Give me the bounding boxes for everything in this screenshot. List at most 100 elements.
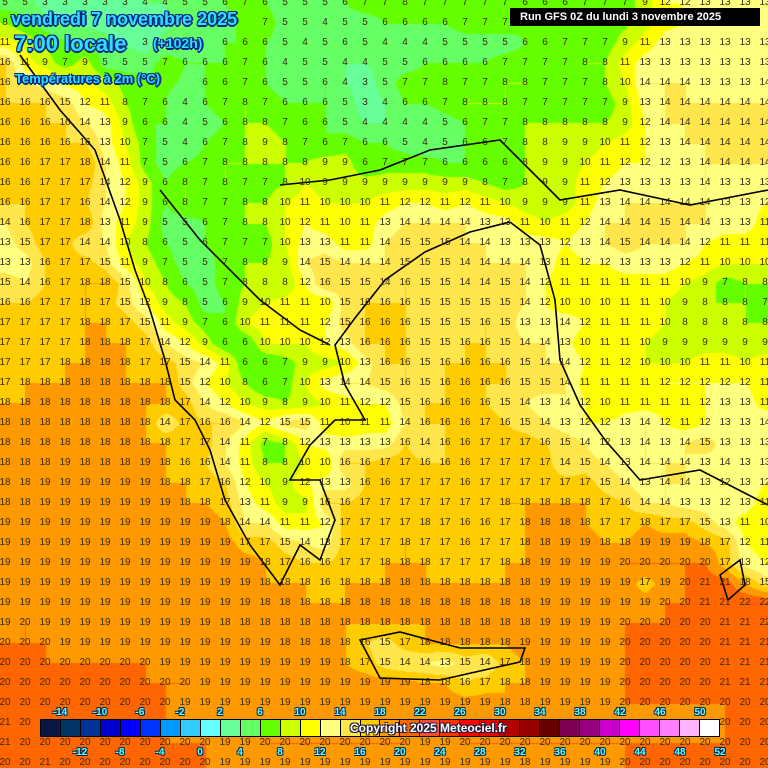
- grid-value: 20: [619, 657, 631, 668]
- grid-value: 12: [219, 397, 231, 408]
- grid-value: 14: [639, 497, 651, 508]
- grid-value: 8: [182, 297, 188, 308]
- grid-value: 17: [379, 517, 391, 528]
- grid-value: 18: [19, 477, 31, 488]
- grid-value: 9: [282, 257, 288, 268]
- legend-label-bottom: 44: [634, 747, 646, 758]
- grid-value: 11: [299, 517, 311, 528]
- grid-value: 11: [619, 397, 631, 408]
- grid-value: 6: [542, 0, 548, 8]
- grid-value: 18: [419, 557, 431, 568]
- marmara-coast: [519, 159, 768, 206]
- grid-value: 8: [262, 457, 268, 468]
- grid-value: 14: [79, 237, 91, 248]
- grid-value: 15: [759, 577, 768, 588]
- grid-value: 11: [599, 377, 611, 388]
- grid-value: 15: [319, 257, 331, 268]
- grid-value: 16: [459, 357, 471, 368]
- grid-value: 20: [179, 757, 191, 768]
- grid-value: 19: [199, 697, 211, 708]
- grid-value: 19: [159, 517, 171, 528]
- grid-value: 19: [679, 537, 691, 548]
- grid-value: 8: [482, 97, 488, 108]
- grid-value: 18: [439, 617, 451, 628]
- grid-value: 11: [299, 317, 311, 328]
- grid-value: 18: [519, 597, 531, 608]
- grid-value: 19: [199, 617, 211, 628]
- grid-value: 16: [479, 397, 491, 408]
- grid-value: 18: [519, 757, 531, 768]
- grid-value: 20: [339, 737, 351, 748]
- grid-value: 11: [619, 277, 631, 288]
- greece-coast: [194, 221, 511, 587]
- grid-value: 11: [479, 197, 491, 208]
- grid-value: 18: [139, 417, 151, 428]
- grid-value: 5: [202, 277, 208, 288]
- grid-value: 15: [419, 377, 431, 388]
- grid-value: 7: [562, 37, 568, 48]
- legend-swatch: [280, 720, 301, 736]
- grid-value: 19: [599, 617, 611, 628]
- grid-value: 6: [342, 37, 348, 48]
- grid-value: 8: [2, 17, 8, 28]
- grid-value: 5: [382, 57, 388, 68]
- grid-value: 18: [359, 617, 371, 628]
- grid-value: 15: [419, 237, 431, 248]
- grid-value: 12: [319, 317, 331, 328]
- grid-value: 14: [699, 177, 711, 188]
- grid-value: 18: [499, 677, 511, 688]
- grid-value: 12: [679, 257, 691, 268]
- grid-value: 19: [159, 657, 171, 668]
- grid-value: 13: [339, 477, 351, 488]
- grid-value: 13: [719, 397, 731, 408]
- grid-value: 8: [262, 157, 268, 168]
- grid-value: 19: [119, 537, 131, 548]
- grid-value: 20: [699, 617, 711, 628]
- grid-value: 7: [202, 177, 208, 188]
- grid-value: 10: [259, 477, 271, 488]
- grid-value: 14: [459, 277, 471, 288]
- grid-value: 18: [379, 597, 391, 608]
- grid-value: 19: [179, 697, 191, 708]
- grid-value: 14: [419, 657, 431, 668]
- grid-value: 19: [399, 757, 411, 768]
- grid-value: 7: [282, 357, 288, 368]
- grid-value: 19: [579, 577, 591, 588]
- grid-value: 9: [142, 197, 148, 208]
- grid-value: 15: [399, 397, 411, 408]
- grid-value: 19: [79, 557, 91, 568]
- grid-value: 13: [619, 177, 631, 188]
- grid-value: 18: [119, 357, 131, 368]
- grid-value: 12: [699, 397, 711, 408]
- grid-value: 17: [199, 437, 211, 448]
- grid-value: 10: [639, 357, 651, 368]
- grid-value: 19: [139, 597, 151, 608]
- grid-value: 12: [699, 377, 711, 388]
- legend-label-top: 30: [494, 707, 506, 718]
- grid-value: 7: [602, 37, 608, 48]
- grid-value: 19: [59, 577, 71, 588]
- grid-value: 11: [699, 257, 711, 268]
- grid-value: 19: [19, 577, 31, 588]
- grid-value: 13: [759, 437, 768, 448]
- grid-value: 20: [739, 697, 751, 708]
- grid-value: 7: [502, 177, 508, 188]
- grid-value: 19: [199, 557, 211, 568]
- grid-value: 15: [439, 297, 451, 308]
- grid-value: 18: [299, 577, 311, 588]
- grid-value: 16: [439, 457, 451, 468]
- grid-value: 13: [719, 217, 731, 228]
- grid-value: 7: [402, 77, 408, 88]
- grid-value: 9: [242, 297, 248, 308]
- grid-value: 13: [759, 0, 768, 8]
- grid-value: 4: [302, 37, 308, 48]
- grid-value: 14: [239, 417, 251, 428]
- grid-value: 19: [59, 477, 71, 488]
- grid-value: 21: [739, 677, 751, 688]
- grid-value: 18: [459, 597, 471, 608]
- grid-value: 19: [559, 537, 571, 548]
- grid-value: 20: [139, 757, 151, 768]
- grid-value: 20: [699, 557, 711, 568]
- grid-value: 18: [479, 597, 491, 608]
- legend-swatch: [580, 720, 601, 736]
